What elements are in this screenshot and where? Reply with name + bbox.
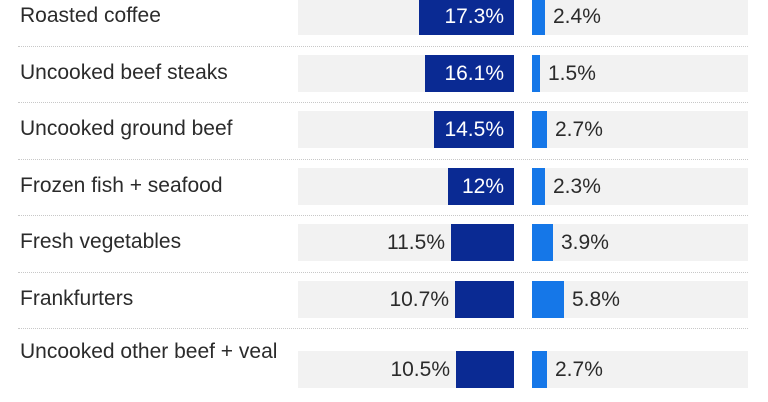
category-label: Frankfurters bbox=[20, 287, 134, 310]
bar-series-2 bbox=[532, 55, 540, 92]
bar-track bbox=[532, 55, 748, 92]
data-label-series-1: 10.5% bbox=[390, 358, 450, 381]
data-label-series-1: 12% bbox=[461, 175, 504, 198]
bar-series-1 bbox=[419, 0, 514, 35]
data-label-series-2: 2.3% bbox=[553, 175, 601, 198]
category-label: Uncooked beef steaks bbox=[20, 61, 228, 84]
bar-track bbox=[532, 224, 748, 261]
data-label-series-1: 11.5% bbox=[387, 231, 445, 254]
category-label: Uncooked ground beef bbox=[20, 117, 233, 140]
bar-track bbox=[532, 0, 748, 35]
data-label-series-1: 17.3% bbox=[444, 5, 504, 28]
row-separator bbox=[18, 272, 748, 273]
bar-series-1 bbox=[448, 168, 514, 205]
data-label-series-2: 5.8% bbox=[572, 288, 620, 311]
data-label-series-1: 16.1% bbox=[444, 62, 504, 85]
data-label-series-2: 1.5% bbox=[548, 62, 596, 85]
row-separator bbox=[18, 46, 748, 47]
bar-series-2 bbox=[532, 168, 545, 205]
bar-series-1 bbox=[456, 351, 514, 388]
bar-track bbox=[532, 281, 748, 318]
bar-track bbox=[532, 111, 748, 148]
bar-series-1 bbox=[425, 55, 514, 92]
bar-series-1 bbox=[455, 281, 514, 318]
row-separator bbox=[18, 102, 748, 103]
category-label: Frozen fish + seafood bbox=[20, 174, 223, 197]
bar-series-2 bbox=[532, 0, 545, 35]
bar-series-2 bbox=[532, 224, 553, 261]
data-label-series-2: 2.4% bbox=[553, 5, 601, 28]
bar-track bbox=[532, 168, 748, 205]
data-label-series-2: 2.7% bbox=[555, 118, 603, 141]
bar-series-1 bbox=[451, 224, 514, 261]
row-separator bbox=[18, 215, 748, 216]
bar-series-1 bbox=[434, 111, 514, 148]
data-label-series-1: 14.5% bbox=[444, 118, 504, 141]
bar-series-2 bbox=[532, 111, 547, 148]
bar-series-2 bbox=[532, 281, 564, 318]
data-label-series-2: 2.7% bbox=[555, 358, 603, 381]
bar-track bbox=[532, 351, 748, 388]
row-separator bbox=[18, 328, 748, 329]
row-separator bbox=[18, 159, 748, 160]
bar-series-2 bbox=[532, 351, 547, 388]
data-label-series-1: 10.7% bbox=[389, 288, 449, 311]
category-label: Roasted coffee bbox=[20, 4, 161, 27]
category-label: Uncooked other beef + veal bbox=[20, 340, 278, 363]
data-label-series-2: 3.9% bbox=[561, 231, 609, 254]
category-label: Fresh vegetables bbox=[20, 230, 182, 253]
